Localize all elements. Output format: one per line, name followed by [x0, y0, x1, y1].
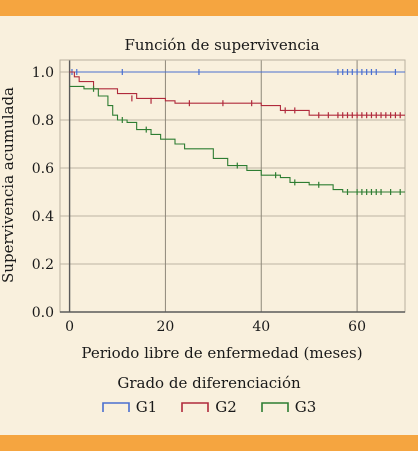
legend-swatch-g1	[101, 402, 130, 412]
y-tick-label: 1.0	[32, 65, 54, 81]
legend: G1 G2 G3	[0, 398, 418, 416]
x-axis-label: Periodo libre de enfermedad (meses)	[81, 344, 362, 362]
x-tick-label: 0	[65, 319, 74, 335]
y-axis-label: Supervivencia acumulada	[0, 87, 17, 283]
x-tick-label: 40	[252, 319, 270, 335]
y-tick-label: 0.8	[32, 113, 54, 129]
chart-title: Función de supervivencia	[124, 36, 319, 54]
legend-swatch-g3	[260, 402, 289, 412]
x-tick-label: 20	[157, 319, 175, 335]
series-line-g3	[69, 85, 405, 193]
y-tick-label: 0.4	[32, 209, 54, 225]
legend-item-g1: G1	[101, 398, 158, 416]
y-tick-label: 0.0	[32, 305, 54, 321]
top-accent-band	[0, 0, 418, 16]
plot-frame	[59, 59, 406, 313]
legend-label-g1: G1	[135, 398, 158, 416]
tick-labels: 0.0 0.2 0.4 0.6 0.8 1.0 0 20 40 60	[32, 65, 366, 335]
y-tick-label: 0.2	[32, 257, 54, 273]
series-group	[69, 69, 405, 195]
grid-lines	[60, 60, 405, 312]
survival-chart: 0.0 0.2 0.4 0.6 0.8 1.0 0 20 40 60 Función de sup…	[0, 36, 406, 362]
legend-label-g3: G3	[294, 398, 317, 416]
series-line-g2	[69, 71, 405, 116]
legend-item-g3: G3	[260, 398, 317, 416]
legend-title: Grado de diferenciación	[117, 374, 301, 392]
y-tick-label: 0.6	[32, 161, 54, 177]
bottom-accent-band	[0, 435, 418, 451]
axes	[59, 59, 406, 313]
legend-item-g2: G2	[181, 398, 237, 416]
legend-swatch-g2	[181, 402, 210, 412]
x-tick-label: 60	[348, 319, 366, 335]
legend-label-g2: G2	[215, 398, 237, 416]
